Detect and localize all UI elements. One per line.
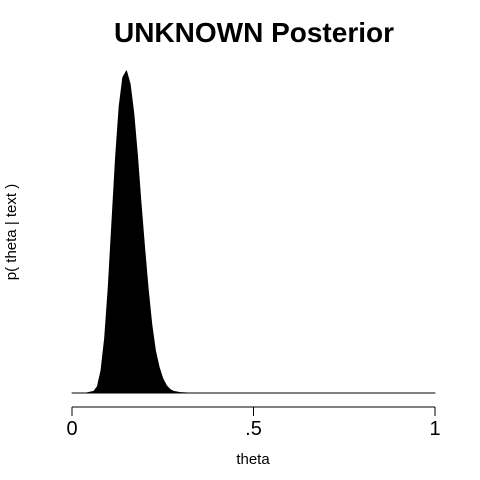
x-axis: 0.5 1 [66,406,441,440]
x-axis-label: theta [236,451,270,468]
density-area [71,70,436,394]
x-tick-label: 1 [429,418,440,440]
x-tick-label: .5 [245,418,262,440]
x-tick-label: 0 [66,418,77,440]
y-axis-label: p( theta | text ) [3,184,20,280]
chart-title: UNKNOWN Posterior [114,17,394,48]
